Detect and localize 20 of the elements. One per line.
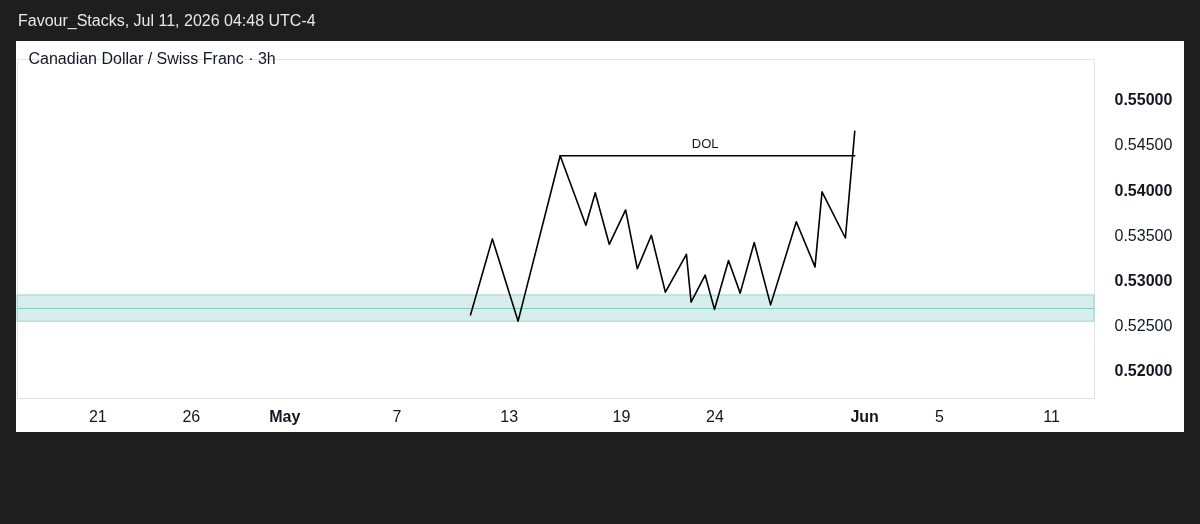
x-tick-label: 21	[88, 407, 107, 425]
x-tick-label: May	[269, 407, 301, 425]
y-tick-label: 0.54500	[1114, 136, 1173, 154]
y-tick-label: 0.54000	[1114, 181, 1173, 199]
text: Favour_Stacks, Jul 11, 2026 04:48 UTC-4	[18, 12, 316, 30]
chart-title: Canadian Dollar / Swiss Franc · 3h	[28, 50, 276, 67]
y-tick-label: 0.52000	[1114, 362, 1173, 380]
annotation: DOL	[691, 135, 719, 151]
x-tick-label: 7	[392, 407, 402, 425]
x-tick-label: 19	[612, 407, 631, 425]
x-tick-label: 5	[934, 407, 944, 425]
x-tick-label: 11	[1043, 407, 1061, 425]
y-tick-label: 0.53500	[1114, 226, 1173, 244]
x-tick-label: 24	[706, 407, 724, 425]
y-tick-label: 0.55000	[1114, 91, 1173, 109]
x-tick-label: 13	[500, 407, 519, 425]
x-tick-label: 26	[182, 407, 201, 425]
x-tick-label: Jun	[850, 407, 879, 425]
y-tick-label: 0.52500	[1114, 317, 1173, 335]
y-tick-label: 0.53000	[1114, 271, 1173, 289]
